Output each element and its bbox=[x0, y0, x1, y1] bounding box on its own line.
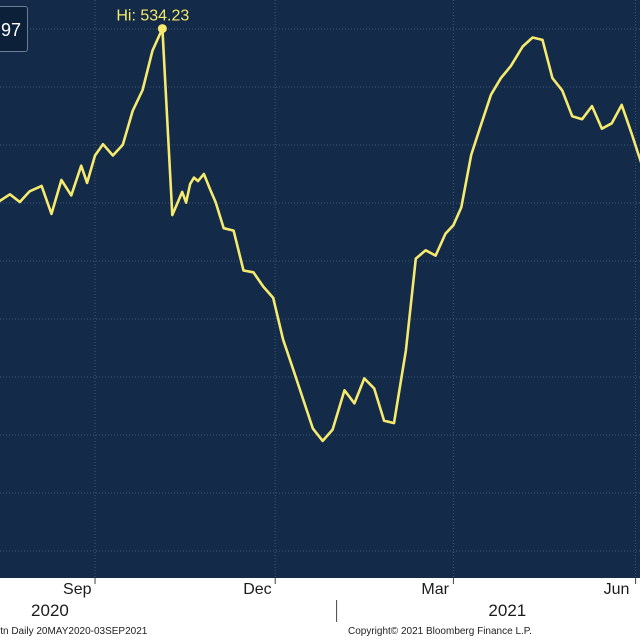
footer-right: Copyright© 2021 Bloomberg Finance L.P. bbox=[348, 626, 532, 637]
high-marker bbox=[157, 24, 167, 34]
x-tick-label: Jun bbox=[603, 581, 630, 598]
price-line bbox=[0, 27, 640, 443]
x-axis-band bbox=[0, 578, 640, 640]
year-label: 2021 bbox=[488, 601, 527, 620]
year-label: 2020 bbox=[31, 601, 69, 620]
x-tick-label: Dec bbox=[243, 581, 272, 598]
plot-background bbox=[0, 0, 640, 578]
x-tick-label: Sep bbox=[63, 581, 92, 598]
footer-left: ltn Daily 20MAY2020-03SEP2021 bbox=[0, 626, 148, 637]
gridlines bbox=[0, 0, 640, 578]
last-value-text: 97 bbox=[0, 20, 21, 40]
last-value-badge: 97 bbox=[0, 6, 28, 52]
high-annotation: Hi: 534.23 bbox=[116, 8, 189, 25]
x-tick-label: Mar bbox=[421, 581, 449, 598]
